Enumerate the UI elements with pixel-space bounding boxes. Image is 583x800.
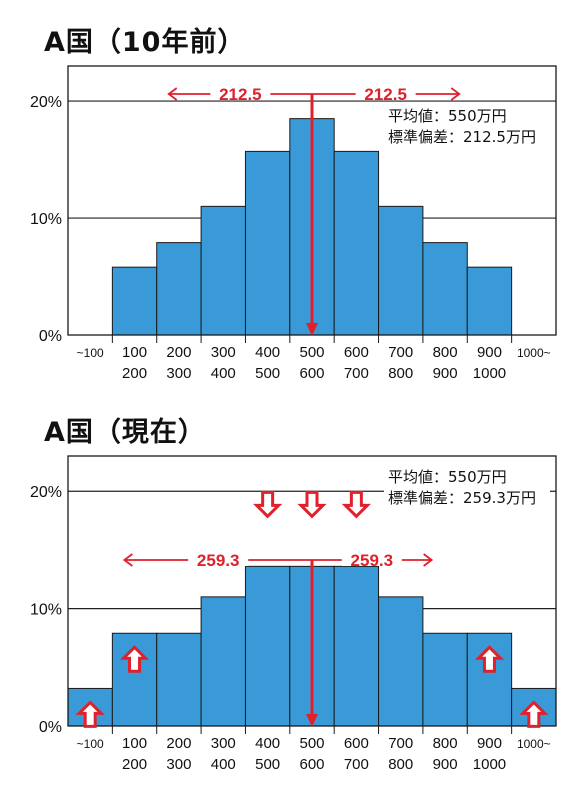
y-tick-label: 10% (30, 602, 62, 619)
bar (244, 565, 291, 727)
x-tick-label: 600 (299, 756, 324, 773)
bar (156, 632, 202, 727)
x-tick-label: 800 (433, 344, 458, 361)
stats-sd: 標準偏差：212.5万円 (388, 128, 536, 146)
x-tick-label: 900 (477, 735, 502, 752)
x-tick-label: 100 (122, 344, 147, 361)
x-tick-label: ~100 (77, 737, 104, 751)
up-arrow-icon (474, 645, 505, 673)
x-tick-label: 300 (211, 735, 236, 752)
y-tick-label: 20% (30, 94, 62, 111)
y-tick-label: 20% (30, 484, 62, 501)
bar (333, 150, 380, 336)
down-arrow-icon (253, 490, 283, 519)
stats-bg (384, 465, 550, 509)
x-tick-label: 700 (388, 735, 413, 752)
x-tick-label: 400 (255, 344, 280, 361)
x-tick-label: 900 (477, 344, 502, 361)
x-tick-label: 1000~ (517, 346, 551, 360)
down-arrow-icon (297, 490, 327, 519)
x-tick-label: 200 (122, 756, 147, 773)
x-tick-label: 300 (211, 344, 236, 361)
x-tick-label: 600 (344, 735, 369, 752)
y-tick-label: 0% (39, 719, 62, 736)
up-arrow-icon (119, 645, 150, 673)
y-tick-label: 0% (39, 328, 62, 345)
up-arrow-icon (519, 700, 549, 728)
sd-label-left-bg (188, 548, 249, 566)
x-tick-label: 200 (122, 365, 147, 382)
mean-arrowhead (306, 714, 318, 727)
stats-bg (384, 104, 550, 148)
x-tick-label: 500 (299, 735, 324, 752)
stats-mean: 平均値：550万円 (388, 468, 507, 486)
chart-title-top: A国（10年前） (44, 27, 246, 58)
sd-arrowhead-left (122, 553, 133, 567)
x-tick-label: 300 (166, 756, 191, 773)
x-tick-label: 500 (299, 344, 324, 361)
x-tick-label: 1000~ (517, 737, 551, 751)
y-tick-label: 10% (30, 211, 62, 228)
sd-arrowhead-right (450, 87, 461, 101)
sd-label-right: 259.3 (351, 551, 394, 570)
x-tick-label: 200 (166, 344, 191, 361)
x-tick-label: 700 (388, 344, 413, 361)
x-tick-label: 400 (211, 756, 236, 773)
bar (244, 150, 291, 336)
x-tick-label: 500 (255, 365, 280, 382)
bar (333, 565, 380, 727)
x-tick-label: 1000 (473, 756, 506, 773)
x-tick-label: 200 (166, 735, 191, 752)
x-tick-label: 700 (344, 365, 369, 382)
bar (422, 242, 468, 336)
up-arrow-icon (75, 700, 105, 728)
sd-label-left: 212.5 (219, 85, 262, 104)
x-tick-label: 700 (344, 756, 369, 773)
x-tick-label: 500 (255, 756, 280, 773)
mean-arrowhead (306, 323, 318, 336)
bar (200, 205, 246, 336)
x-tick-label: ~100 (77, 346, 104, 360)
bar (466, 266, 513, 336)
chart-0: 0% 10% 20% ~100 100 200 200 300 300 400 400 500 500 6… (30, 65, 557, 382)
bar (200, 596, 246, 727)
chart-title-bottom: A国（現在） (44, 417, 206, 448)
sd-arrowhead-right (423, 553, 434, 567)
x-tick-label: 800 (433, 735, 458, 752)
x-tick-label: 400 (255, 735, 280, 752)
sd-label-left-bg (210, 82, 271, 100)
x-tick-label: 900 (433, 365, 458, 382)
x-tick-label: 600 (299, 365, 324, 382)
x-tick-label: 100 (122, 735, 147, 752)
bar (422, 632, 468, 727)
x-tick-label: 300 (166, 365, 191, 382)
down-arrow-icon (341, 490, 371, 519)
stats-mean: 平均値：550万円 (388, 107, 507, 125)
sd-label-right-bg (355, 82, 416, 100)
chart-1: 0% 10% 20% ~100 100 200 200 300 300 400 400 500 500 6… (30, 455, 557, 773)
x-tick-label: 1000 (473, 365, 506, 382)
sd-label-left: 259.3 (197, 551, 240, 570)
bar (378, 205, 424, 336)
bar (378, 596, 424, 727)
x-tick-label: 400 (211, 365, 236, 382)
x-tick-label: 800 (388, 756, 413, 773)
x-tick-label: 800 (388, 365, 413, 382)
sd-label-right: 212.5 (364, 85, 407, 104)
sd-arrowhead-left (167, 87, 178, 101)
bar (156, 242, 202, 336)
x-tick-label: 900 (433, 756, 458, 773)
bar (111, 266, 158, 336)
x-tick-label: 600 (344, 344, 369, 361)
stats-sd: 標準偏差：259.3万円 (388, 489, 536, 507)
sd-label-right-bg (341, 548, 402, 566)
